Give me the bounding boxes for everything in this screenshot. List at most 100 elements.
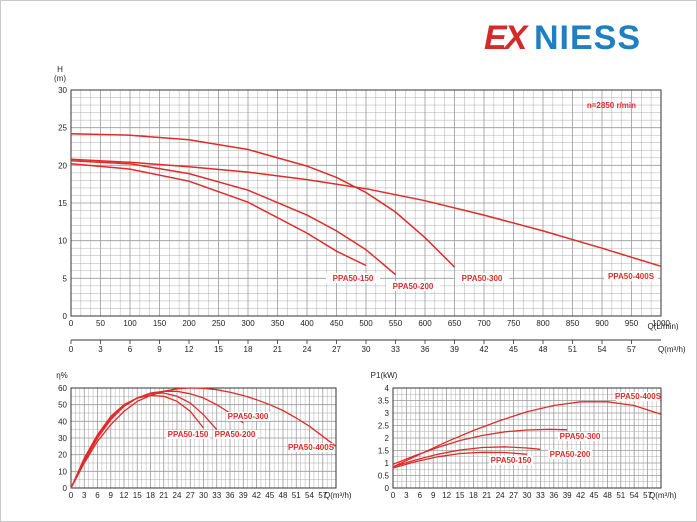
secondary-x-tick-label: 21 [273, 345, 282, 354]
secondary-x-tick-label: 54 [598, 345, 607, 354]
plot-border [70, 89, 662, 317]
y-tick-label: 5 [63, 274, 68, 283]
y-tick-label: 2.5 [378, 422, 390, 431]
x-tick-label: 300 [241, 319, 255, 328]
x-tick-label: 800 [536, 319, 550, 328]
curve-ppa50-150 [70, 163, 367, 267]
plot-border [392, 387, 662, 489]
x-tick-label: 6 [418, 491, 423, 500]
x-tick-label: 21 [159, 491, 168, 500]
curve-label-ppa50-150: PPA50-150 [491, 456, 532, 465]
secondary-x-tick-label: 48 [539, 345, 548, 354]
secondary-x-tick-label: 27 [332, 345, 341, 354]
y-tick-label: 40 [58, 417, 67, 426]
secondary-x-tick-label: 39 [450, 345, 459, 354]
x-tick-label: 350 [271, 319, 285, 328]
y-tick-label: 60 [58, 384, 67, 393]
curve-label-bg [616, 392, 660, 401]
x-tick-label: 400 [300, 319, 314, 328]
y-tick-label: 30 [58, 86, 67, 95]
curve-ppa50-400s [392, 401, 662, 468]
x-tick-label: 700 [477, 319, 491, 328]
curve-ppa50-300 [70, 390, 244, 489]
secondary-x-tick-label: 36 [421, 345, 430, 354]
x-tick-label: 51 [616, 491, 625, 500]
x-tick-label: 250 [212, 319, 226, 328]
y-tick-label: 30 [58, 434, 67, 443]
curve-label-ppa50-200: PPA50-200 [550, 450, 591, 459]
curve-label-bg [166, 430, 210, 439]
x-tick-label: 6 [95, 491, 100, 500]
y-axis-label: η% [56, 371, 68, 380]
x-tick-label: 50 [96, 319, 105, 328]
y-tick-label: 2 [385, 434, 390, 443]
y-tick-label: 20 [58, 451, 67, 460]
y-tick-label: 0 [63, 484, 68, 493]
curve-label-bg [386, 281, 440, 291]
x-tick-label: 45 [590, 491, 599, 500]
x-tick-label: 15 [133, 491, 142, 500]
x-tick-label: 600 [418, 319, 432, 328]
x-tick-label: 0 [69, 319, 74, 328]
secondary-x-tick-label: 42 [480, 345, 489, 354]
x-tick-label: 650 [448, 319, 462, 328]
secondary-x-tick-label: 12 [185, 345, 194, 354]
x-tick-label: 24 [496, 491, 505, 500]
y-tick-label: 3.5 [378, 397, 390, 406]
y-axis-label: H [57, 65, 63, 74]
curve-label-ppa50-150: PPA50-150 [333, 274, 374, 283]
y-axis-label: (m) [54, 74, 66, 83]
curve-label-bg [548, 450, 592, 459]
secondary-x-tick-label: 6 [128, 345, 133, 354]
secondary-x-tick-label: 30 [362, 345, 371, 354]
curve-ppa50-150 [392, 451, 528, 469]
secondary-x-tick-label: 3 [98, 345, 103, 354]
x-tick-label: 900 [595, 319, 609, 328]
y-tick-label: 10 [58, 237, 67, 246]
x-tick-label: 150 [153, 319, 167, 328]
y-tick-label: 1.5 [378, 447, 390, 456]
x-tick-label: 48 [279, 491, 288, 500]
secondary-x-tick-label: 57 [627, 345, 636, 354]
speed-annotation: n=2850 r/min [587, 101, 636, 110]
curve-label-ppa50-400s: PPA50-400S [608, 272, 655, 281]
x-tick-label: 42 [252, 491, 261, 500]
x-tick-label: 54 [305, 491, 314, 500]
x-tick-label: 0 [69, 491, 74, 500]
secondary-x-tick-label: 18 [244, 345, 253, 354]
x-tick-label: 57 [318, 491, 327, 500]
x-tick-label: 48 [603, 491, 612, 500]
x-tick-label: 750 [507, 319, 521, 328]
x-tick-label: 39 [563, 491, 572, 500]
x-tick-label: 450 [330, 319, 344, 328]
curve-ppa50-200 [70, 392, 218, 489]
y-axis-label: P1(kW) [371, 371, 398, 380]
curve-ppa50-200 [70, 160, 396, 276]
x-axis-label: Q(L/min) [647, 322, 678, 331]
x-tick-label: 9 [109, 491, 114, 500]
x-axis-label: Q(m³/h) [649, 491, 677, 500]
curve-ppa50-400s [70, 387, 337, 489]
curve-label-ppa50-200: PPA50-200 [215, 430, 256, 439]
y-tick-label: 25 [58, 124, 67, 133]
x-tick-label: 18 [146, 491, 155, 500]
x-tick-label: 100 [123, 319, 137, 328]
curve-label-bg [558, 432, 602, 441]
brand-logo-ex: EX [484, 19, 527, 57]
y-tick-label: 0 [385, 484, 390, 493]
curve-label-bg [213, 430, 257, 439]
secondary-x-tick-label: 24 [303, 345, 312, 354]
secondary-x-tick-label: 45 [509, 345, 518, 354]
x-tick-label: 30 [199, 491, 208, 500]
curve-label-bg [455, 273, 509, 283]
curve-label-ppa50-300: PPA50-300 [462, 274, 503, 283]
x-tick-label: 3 [404, 491, 409, 500]
x-tick-label: 12 [120, 491, 129, 500]
x-tick-label: 550 [389, 319, 403, 328]
secondary-x-tick-label: 0 [69, 345, 74, 354]
x-tick-label: 21 [482, 491, 491, 500]
curve-label-bg [326, 273, 380, 283]
curve-label-ppa50-400s: PPA50-400S [615, 392, 662, 401]
secondary-x-tick-label: 51 [568, 345, 577, 354]
